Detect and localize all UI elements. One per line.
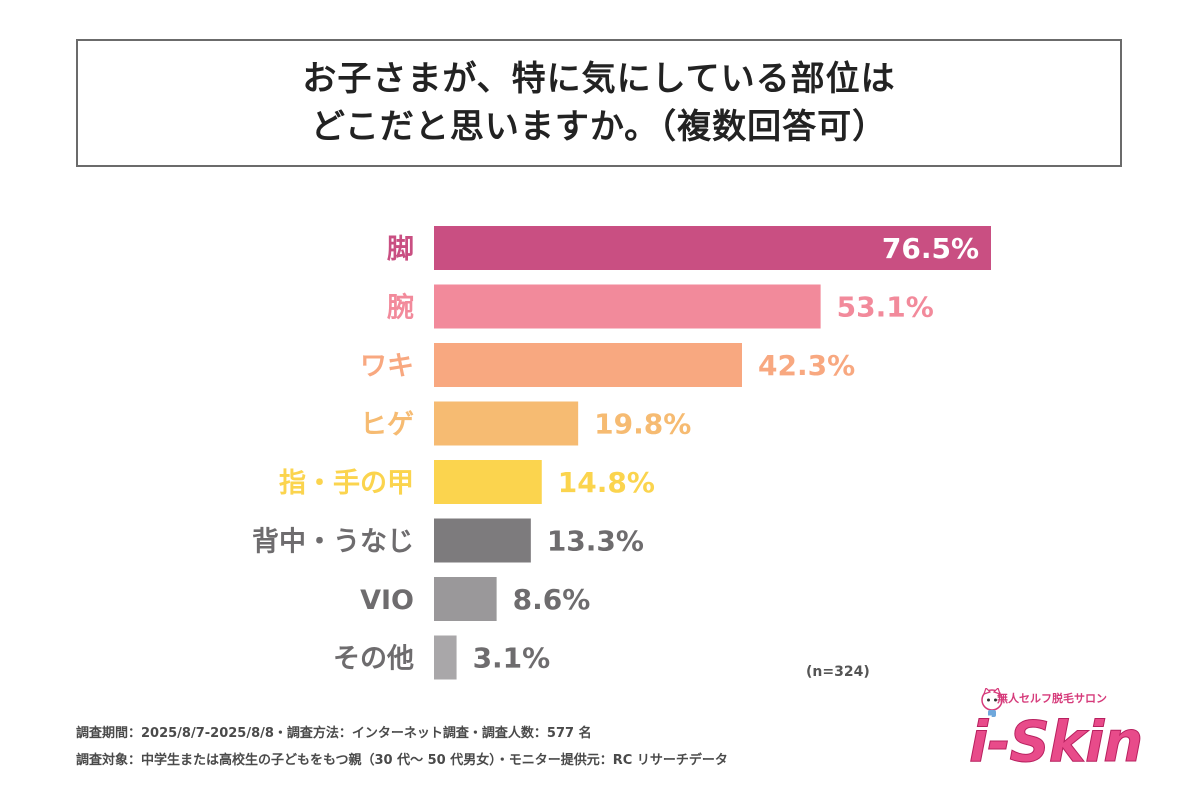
bar-3 [434, 401, 579, 446]
value-label-2: 42.3% [758, 349, 855, 382]
value-label-6: 8.6% [513, 583, 591, 616]
category-label-5: 背中・うなじ [252, 527, 414, 558]
value-label-4: 14.8% [558, 466, 655, 499]
footer-survey-info: 調査期間：2025/8/7-2025/8/8・調査方法：インターネット調査・調査… [76, 726, 592, 741]
category-label-4: 指・手の甲 [279, 468, 414, 499]
category-label-6: VIO [360, 585, 414, 616]
bar-1 [434, 284, 821, 329]
bar-2 [434, 343, 742, 387]
logo-tagline: 無人セルフ脱毛サロン [997, 692, 1107, 705]
value-label-1: 53.1% [837, 291, 934, 324]
category-label-0: 脚 [387, 234, 414, 265]
value-label-5: 13.3% [547, 525, 644, 558]
sample-size-note: (n=324) [806, 664, 870, 680]
value-label-7: 3.1% [473, 642, 551, 675]
bar-7 [434, 635, 457, 680]
bar-4 [434, 460, 542, 504]
title-box: お子さまが、特に気にしている部位は どこだと思いますか。（複数回答可） [76, 39, 1122, 167]
bar-0 [434, 226, 991, 270]
category-label-3: ヒゲ [360, 410, 414, 441]
bar-6 [434, 577, 497, 621]
bar-5 [434, 518, 531, 563]
cat-mascot-icon [981, 688, 1003, 717]
value-label-0: 76.5% [882, 232, 979, 265]
category-label-1: 腕 [387, 292, 414, 324]
category-label-7: その他 [333, 644, 414, 675]
logo-brand-name: i-Skin [968, 710, 1143, 776]
value-label-3: 19.8% [594, 408, 691, 441]
footer-survey-target: 調査対象：中学生または高校生の子どもをもつ親（30 代〜 50 代男女）・モニタ… [76, 753, 728, 768]
title-line-1: お子さまが、特に気にしている部位は [302, 59, 896, 99]
brand-logo: 無人セルフ脱毛サロン i-Skin [965, 682, 1155, 794]
title-line-2: どこだと思いますか。（複数回答可） [310, 107, 888, 147]
category-label-2: ワキ [360, 351, 414, 382]
